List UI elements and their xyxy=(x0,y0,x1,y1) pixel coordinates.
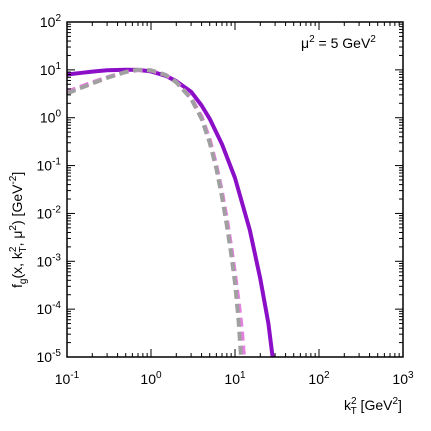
plot-frame xyxy=(66,21,404,358)
mu-annotation: μ2 = 5 GeV2 xyxy=(301,34,376,51)
x-tick-label: 101 xyxy=(224,370,246,387)
y-tick-label: 10-3 xyxy=(37,252,62,269)
series-line-3 xyxy=(66,67,243,358)
y-tick-label: 10-5 xyxy=(37,348,62,365)
y-tick-label: 10-4 xyxy=(37,300,62,317)
y-tick-label: 10-1 xyxy=(37,157,62,174)
x-tick-label: 102 xyxy=(308,370,330,387)
y-tick-label: 100 xyxy=(40,109,62,126)
chart-curves xyxy=(66,67,275,358)
x-tick-label: 103 xyxy=(392,370,414,387)
series-line-1 xyxy=(66,67,275,358)
tick-labels: 10-1 100 101 102 103 102 101 100 10-1 10-2 10-3 10-… xyxy=(37,13,414,387)
x-tick-label: 100 xyxy=(140,370,162,387)
y-tick-label: 102 xyxy=(40,13,62,30)
x-tick-label: 10-1 xyxy=(55,370,80,387)
x-axis-label: k2 T [GeV2] xyxy=(344,396,402,417)
y-tick-label: 101 xyxy=(40,61,62,78)
y-tick-label: 10-2 xyxy=(37,204,62,221)
y-axis-label: fg(x, k2T, μ2) [GeV-2] xyxy=(8,172,29,288)
